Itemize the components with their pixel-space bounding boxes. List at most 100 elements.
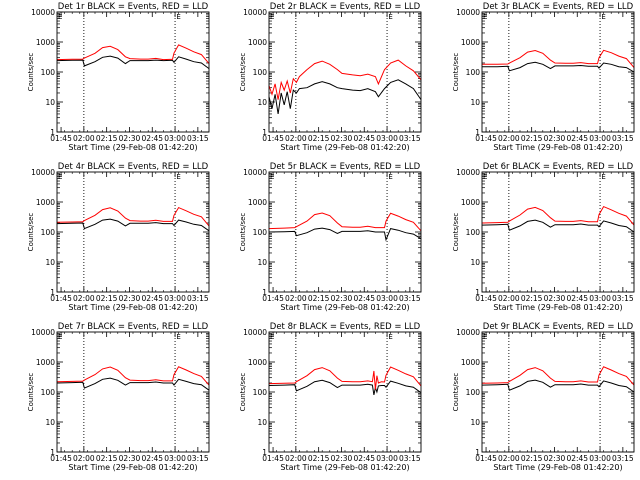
x-axis-label: Start Time (29-Feb-08 01:42:20) bbox=[280, 303, 409, 312]
y-tick-label: 1 bbox=[262, 288, 267, 297]
event-marker-label: E bbox=[176, 13, 180, 21]
y-axis-label: Counts/sec bbox=[452, 213, 460, 252]
y-tick-label: 1 bbox=[262, 128, 267, 137]
y-tick-label: 10000 bbox=[31, 168, 55, 177]
chart-title: Det 5r BLACK = Events, RED = LLD bbox=[270, 162, 421, 172]
series-line-events bbox=[268, 227, 422, 242]
series-line-events bbox=[56, 218, 210, 232]
event-marker-label: E bbox=[58, 173, 62, 181]
y-tick-label: 1 bbox=[50, 448, 55, 457]
y-tick-label: 1 bbox=[475, 128, 480, 137]
x-tick-label: 01:45 bbox=[50, 294, 72, 303]
y-tick-label: 10 bbox=[470, 98, 480, 107]
y-tick-label: 1000 bbox=[36, 198, 55, 207]
plot-frame bbox=[481, 331, 635, 453]
series-line-lld bbox=[482, 49, 635, 68]
x-tick-label: 01:45 bbox=[50, 454, 72, 463]
plot-frame bbox=[56, 331, 210, 453]
plot-frame bbox=[481, 171, 635, 293]
x-tick-label: 02:45 bbox=[353, 454, 375, 463]
event-marker-label: E bbox=[601, 333, 605, 341]
chart-panel-4: Det 4r BLACK = Events, RED = LLD 1 10 100 10… bbox=[27, 162, 210, 312]
chart-title: Det 8r BLACK = Events, RED = LLD bbox=[270, 322, 421, 332]
y-tick-label: 10 bbox=[45, 258, 55, 267]
y-tick-label: 10 bbox=[257, 258, 267, 267]
x-tick-label: 03:00 bbox=[589, 294, 611, 303]
x-axis-label: Start Time (29-Feb-08 01:42:20) bbox=[493, 303, 622, 312]
x-tick-label: 02:15 bbox=[96, 454, 118, 463]
chart-panel-5: Det 5r BLACK = Events, RED = LLD 1 10 100 10… bbox=[239, 162, 422, 312]
y-tick-label: 10000 bbox=[456, 328, 480, 337]
chart-panel-9: Det 9r BLACK = Events, RED = LLD 1 10 100 10… bbox=[452, 322, 635, 472]
y-axis-label: Counts/sec bbox=[27, 53, 35, 92]
plot-frame bbox=[268, 331, 422, 453]
y-tick-label: 1000 bbox=[461, 38, 480, 47]
y-tick-label: 1000 bbox=[248, 358, 267, 367]
x-tick-label: 03:15 bbox=[187, 134, 209, 143]
plot-frame bbox=[56, 171, 210, 293]
y-axis-label: Counts/sec bbox=[239, 373, 247, 412]
chart-title: Det 4r BLACK = Events, RED = LLD bbox=[58, 162, 209, 172]
x-tick-label: 02:15 bbox=[96, 294, 118, 303]
x-tick-label: 02:30 bbox=[119, 134, 141, 143]
x-tick-label: 01:45 bbox=[262, 134, 284, 143]
x-tick-label: 02:45 bbox=[353, 134, 375, 143]
y-tick-label: 1 bbox=[50, 288, 55, 297]
series-line-events bbox=[268, 379, 422, 396]
y-tick-label: 100 bbox=[466, 388, 481, 397]
y-tick-label: 10 bbox=[470, 418, 480, 427]
x-tick-label: 02:30 bbox=[544, 294, 566, 303]
x-tick-label: 03:00 bbox=[589, 454, 611, 463]
x-tick-label: 03:15 bbox=[187, 454, 209, 463]
event-marker-label: E bbox=[58, 13, 62, 21]
x-tick-label: 03:15 bbox=[187, 294, 209, 303]
x-tick-label: 02:15 bbox=[521, 294, 543, 303]
y-tick-label: 1000 bbox=[461, 198, 480, 207]
plot-frame bbox=[268, 171, 422, 293]
y-axis-label: Counts/sec bbox=[239, 213, 247, 252]
y-tick-label: 100 bbox=[466, 228, 481, 237]
plot-frame bbox=[481, 11, 635, 133]
y-tick-label: 1000 bbox=[36, 38, 55, 47]
series-line-lld bbox=[481, 366, 635, 386]
series-line-events bbox=[268, 79, 422, 114]
y-tick-label: 10000 bbox=[456, 8, 480, 17]
y-tick-label: 100 bbox=[466, 68, 481, 77]
y-tick-label: 100 bbox=[41, 68, 56, 77]
y-tick-label: 10000 bbox=[243, 168, 267, 177]
y-tick-label: 10000 bbox=[31, 8, 55, 17]
event-marker-label: E bbox=[176, 333, 180, 341]
series-line-lld bbox=[56, 44, 210, 64]
event-marker-label: E bbox=[388, 13, 392, 21]
x-tick-label: 03:00 bbox=[589, 134, 611, 143]
x-tick-label: 03:15 bbox=[399, 134, 421, 143]
series-line-lld bbox=[56, 366, 210, 386]
x-tick-label: 03:15 bbox=[612, 454, 634, 463]
x-tick-label: 03:00 bbox=[164, 134, 186, 143]
x-tick-label: 03:15 bbox=[612, 294, 634, 303]
chart-panel-1: Det 1r BLACK = Events, RED = LLD 1 10 100 10… bbox=[27, 2, 210, 152]
y-tick-label: 10 bbox=[257, 418, 267, 427]
x-tick-label: 02:00 bbox=[285, 294, 307, 303]
x-tick-label: 02:00 bbox=[73, 454, 95, 463]
x-tick-label: 02:45 bbox=[566, 294, 588, 303]
x-tick-label: 03:00 bbox=[376, 134, 398, 143]
x-tick-label: 02:30 bbox=[331, 294, 353, 303]
x-axis-label: Start Time (29-Feb-08 01:42:20) bbox=[68, 143, 197, 152]
event-marker-label: E bbox=[388, 173, 392, 181]
y-tick-label: 1 bbox=[475, 448, 480, 457]
x-tick-label: 02:15 bbox=[521, 454, 543, 463]
chart-title: Det 2r BLACK = Events, RED = LLD bbox=[270, 2, 421, 12]
x-tick-label: 01:45 bbox=[50, 134, 72, 143]
series-line-events bbox=[481, 379, 635, 393]
series-line-lld bbox=[268, 212, 422, 232]
y-tick-label: 10 bbox=[45, 98, 55, 107]
plot-frame bbox=[56, 11, 210, 133]
plot-frame bbox=[268, 11, 422, 133]
series-line-lld bbox=[481, 205, 635, 226]
y-tick-label: 100 bbox=[253, 228, 268, 237]
y-tick-label: 10 bbox=[470, 258, 480, 267]
x-tick-label: 02:00 bbox=[73, 134, 95, 143]
x-tick-label: 01:45 bbox=[475, 294, 497, 303]
x-tick-label: 01:45 bbox=[475, 454, 497, 463]
